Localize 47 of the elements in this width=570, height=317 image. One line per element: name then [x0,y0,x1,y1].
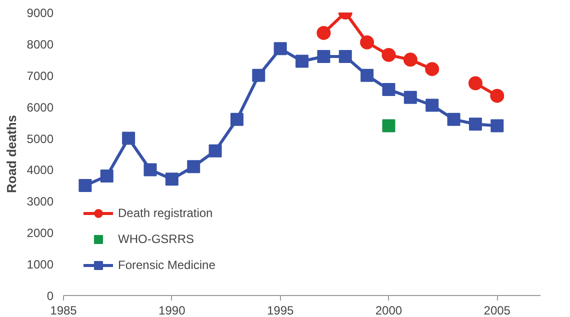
point [316,26,331,40]
point [382,83,396,96]
y-tick-label: 3000 [26,194,54,209]
x-tick-label: 2005 [484,304,511,317]
legend-label: Forensic Medicine [118,258,216,272]
point [252,68,266,82]
point [78,178,92,192]
y-tick-label: 4000 [26,163,54,178]
point [360,35,374,50]
point [187,160,200,174]
legend-label: Death registration [118,206,213,220]
point [425,62,440,76]
legend-label: WHO-GSRRS [118,232,194,246]
x-tick-label: 1995 [266,304,294,317]
x-tick-label: 1990 [158,304,186,317]
point [382,119,396,132]
point [208,144,222,158]
point [404,90,417,104]
y-tick-label: 0 [46,289,54,303]
point [382,48,396,62]
y-tick-label: 2000 [26,226,54,240]
y-tick-label: 9000 [26,6,54,20]
point [274,42,287,56]
y-tick-label: 8000 [26,37,54,52]
point [165,172,178,186]
x-tick-label: 1985 [50,304,78,317]
point [317,50,330,64]
point [468,118,482,131]
point [230,112,244,126]
point [360,68,374,82]
point [490,88,504,103]
point [403,52,418,67]
point [490,119,504,132]
point [144,163,157,176]
y-tick-label: 5000 [26,132,54,146]
point [426,98,439,112]
point [296,54,308,68]
y-tick-label: 1000 [26,258,54,272]
x-tick-label: 2000 [375,304,402,317]
y-tick-label: 7000 [26,68,54,83]
y-axis-title: Road deaths [4,114,19,194]
point [447,112,460,126]
point [122,132,136,145]
point [100,170,114,183]
point [468,76,482,90]
point [338,50,352,64]
y-tick-label: 6000 [26,100,54,114]
